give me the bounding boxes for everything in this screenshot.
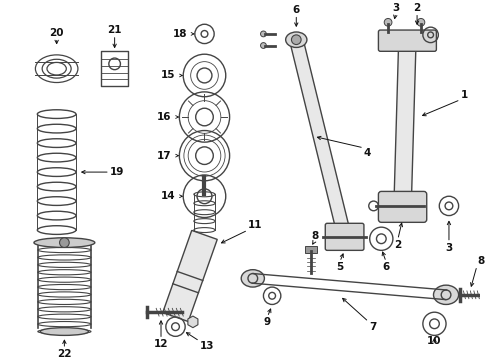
Ellipse shape (434, 285, 459, 305)
Ellipse shape (34, 238, 95, 247)
Polygon shape (163, 230, 217, 321)
Text: 2: 2 (414, 3, 421, 13)
Text: 3: 3 (392, 3, 399, 13)
Circle shape (384, 18, 392, 26)
Text: 20: 20 (49, 28, 64, 38)
Text: 2: 2 (394, 240, 401, 250)
Text: 12: 12 (154, 339, 168, 349)
Text: 14: 14 (161, 191, 175, 201)
Circle shape (60, 238, 69, 247)
Circle shape (261, 42, 267, 48)
Text: 10: 10 (427, 336, 441, 346)
Text: 6: 6 (383, 262, 390, 272)
Bar (101, 51, 128, 86)
Text: 4: 4 (364, 148, 371, 158)
Text: 15: 15 (161, 71, 175, 81)
FancyBboxPatch shape (378, 30, 437, 51)
Circle shape (417, 18, 425, 26)
Ellipse shape (40, 328, 89, 336)
Circle shape (292, 35, 301, 45)
Text: 18: 18 (172, 29, 187, 39)
Text: 1: 1 (461, 90, 468, 100)
FancyBboxPatch shape (378, 192, 427, 222)
Polygon shape (290, 38, 351, 238)
Circle shape (261, 31, 267, 37)
Ellipse shape (241, 270, 265, 287)
Ellipse shape (286, 32, 307, 48)
Bar (305, 246, 317, 253)
Text: 3: 3 (445, 243, 453, 253)
Text: 19: 19 (110, 167, 124, 177)
Text: 13: 13 (199, 341, 214, 351)
Text: 11: 11 (248, 220, 263, 230)
Text: 7: 7 (369, 322, 376, 332)
FancyBboxPatch shape (325, 223, 364, 250)
Text: 9: 9 (264, 317, 271, 327)
Text: 8: 8 (477, 256, 484, 266)
Text: 5: 5 (336, 262, 343, 272)
Text: 21: 21 (107, 25, 122, 35)
Polygon shape (394, 40, 416, 206)
Text: 22: 22 (57, 349, 72, 359)
Text: 17: 17 (157, 151, 172, 161)
Text: 8: 8 (311, 231, 318, 241)
Text: 16: 16 (157, 112, 171, 122)
Text: 6: 6 (293, 5, 300, 15)
